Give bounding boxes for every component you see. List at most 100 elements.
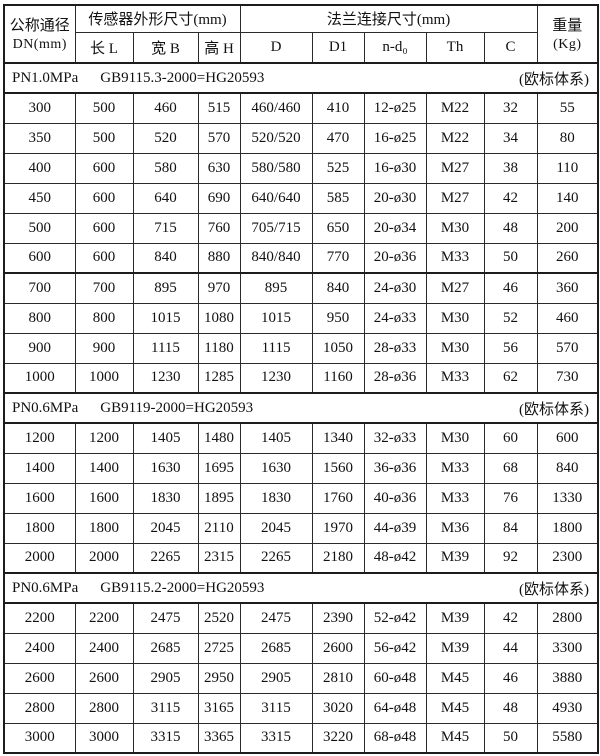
weight-value: 2300: [536, 542, 599, 574]
th-value: M22: [425, 122, 485, 154]
length-l-value: 1200: [74, 422, 134, 454]
d-value: 2475: [239, 602, 313, 634]
th-value: M33: [425, 482, 485, 514]
header-d: D: [239, 31, 313, 64]
th-value: M30: [425, 212, 485, 244]
c-value: 48: [483, 212, 538, 244]
n-d0-value: 16-ø30: [363, 152, 427, 184]
length-l-value: 1600: [74, 482, 134, 514]
weight-value: 2800: [536, 602, 599, 634]
c-value: 32: [483, 92, 538, 124]
weight-value: 570: [536, 332, 599, 364]
th-value: M33: [425, 242, 485, 274]
weight-value: 80: [536, 122, 599, 154]
c-value: 44: [483, 632, 538, 664]
table-row: 600 600 840 880 840/840 770 20-ø36 M33 50 260: [3, 242, 599, 274]
table-row: 2800 2800 3115 3165 3115 3020 64-ø48 M45 48 4930: [3, 692, 599, 724]
n-d0-value: 20-ø36: [363, 242, 427, 274]
dn-value: 800: [3, 302, 76, 334]
table-header: 公称通径 DN(mm) 传感器外形尺寸(mm) 法兰连接尺寸(mm) 重量 (K…: [3, 4, 599, 64]
d-value: 460/460: [239, 92, 313, 124]
length-l-value: 1400: [74, 452, 134, 484]
d1-value: 1160: [311, 362, 365, 394]
d1-value: 3220: [311, 722, 365, 754]
n-d0-value: 28-ø33: [363, 332, 427, 364]
c-value: 46: [483, 272, 538, 304]
n-d0-value: 28-ø36: [363, 362, 427, 394]
height-h-value: 3165: [197, 692, 241, 724]
weight-value: 55: [536, 92, 599, 124]
d-value: 3315: [239, 722, 313, 754]
d1-value: 3020: [311, 692, 365, 724]
d-value: 2265: [239, 542, 313, 574]
table-row: 350 500 520 570 520/520 470 16-ø25 M22 34 80: [3, 122, 599, 154]
width-b-value: 2265: [132, 542, 199, 574]
n-d0-value: 20-ø34: [363, 212, 427, 244]
c-value: 52: [483, 302, 538, 334]
dn-value: 1800: [3, 512, 76, 544]
section-cell: PN1.0MPa GB9115.3-2000=HG20593 (欧标体系): [3, 62, 599, 94]
height-h-value: 1180: [197, 332, 241, 364]
section-row: PN0.6MPa GB9119-2000=HG20593 (欧标体系): [3, 392, 599, 424]
weight-value: 840: [536, 452, 599, 484]
header-nominal-diameter: 公称通径 DN(mm): [3, 4, 76, 64]
header-weight-unit: (Kg): [553, 36, 582, 52]
table-row: 2600 2600 2905 2950 2905 2810 60-ø48 M45 46 3880: [3, 662, 599, 694]
header-length-l: 长 L: [74, 31, 134, 64]
d1-value: 770: [311, 242, 365, 274]
th-value: M39: [425, 542, 485, 574]
th-value: M22: [425, 92, 485, 124]
weight-value: 1330: [536, 482, 599, 514]
d1-value: 470: [311, 122, 365, 154]
dn-value: 3000: [3, 722, 76, 754]
weight-value: 200: [536, 212, 599, 244]
length-l-value: 2000: [74, 542, 134, 574]
th-value: M45: [425, 662, 485, 694]
c-value: 46: [483, 662, 538, 694]
d-value: 2045: [239, 512, 313, 544]
c-value: 38: [483, 152, 538, 184]
length-l-value: 2800: [74, 692, 134, 724]
d-value: 1115: [239, 332, 313, 364]
header-nominal-diameter-label: 公称通径: [9, 17, 70, 34]
dn-value: 2600: [3, 662, 76, 694]
length-l-value: 2400: [74, 632, 134, 664]
width-b-value: 3315: [132, 722, 199, 754]
weight-value: 460: [536, 302, 599, 334]
height-h-value: 570: [197, 122, 241, 154]
height-h-value: 630: [197, 152, 241, 184]
height-h-value: 880: [197, 242, 241, 274]
weight-value: 3880: [536, 662, 599, 694]
n-d0-value: 64-ø48: [363, 692, 427, 724]
dn-value: 350: [3, 122, 76, 154]
table-row: 1600 1600 1830 1895 1830 1760 40-ø36 M33 76 1330: [3, 482, 599, 514]
weight-value: 600: [536, 422, 599, 454]
th-value: M30: [425, 302, 485, 334]
height-h-value: 760: [197, 212, 241, 244]
width-b-value: 1115: [132, 332, 199, 364]
dn-value: 2200: [3, 602, 76, 634]
width-b-value: 2045: [132, 512, 199, 544]
d1-value: 2810: [311, 662, 365, 694]
c-value: 84: [483, 512, 538, 544]
dn-value: 2800: [3, 692, 76, 724]
d-value: 2685: [239, 632, 313, 664]
length-l-value: 900: [74, 332, 134, 364]
d-value: 1230: [239, 362, 313, 394]
height-h-value: 2520: [197, 602, 241, 634]
d-value: 1630: [239, 452, 313, 484]
c-value: 50: [483, 242, 538, 274]
c-value: 34: [483, 122, 538, 154]
width-b-value: 2475: [132, 602, 199, 634]
weight-value: 5580: [536, 722, 599, 754]
c-value: 42: [483, 602, 538, 634]
n-d0-value: 56-ø42: [363, 632, 427, 664]
dimension-spec-table: 公称通径 DN(mm) 传感器外形尺寸(mm) 法兰连接尺寸(mm) 重量 (K…: [3, 4, 600, 754]
d-value: 895: [239, 272, 313, 304]
width-b-value: 1230: [132, 362, 199, 394]
width-b-value: 460: [132, 92, 199, 124]
width-b-value: 2685: [132, 632, 199, 664]
th-value: M27: [425, 152, 485, 184]
section-note: (欧标体系): [519, 71, 590, 88]
